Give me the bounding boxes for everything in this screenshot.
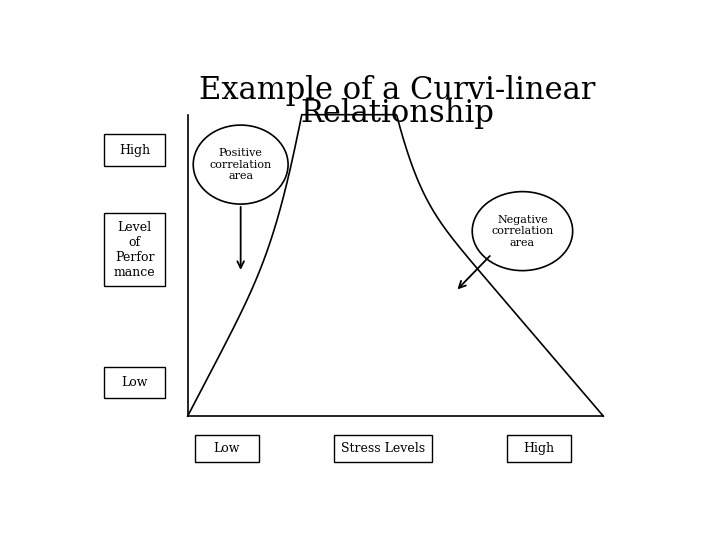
Text: Low: Low xyxy=(213,442,240,455)
Ellipse shape xyxy=(472,192,572,271)
FancyBboxPatch shape xyxy=(104,367,166,399)
Ellipse shape xyxy=(193,125,288,204)
FancyBboxPatch shape xyxy=(334,435,432,462)
Text: Negative
correlation
area: Negative correlation area xyxy=(491,214,554,248)
Text: Example of a Curvi-linear: Example of a Curvi-linear xyxy=(199,75,595,106)
FancyBboxPatch shape xyxy=(104,213,166,286)
Text: Level
of
Perfor
mance: Level of Perfor mance xyxy=(114,221,156,279)
Text: Relationship: Relationship xyxy=(300,98,494,129)
FancyBboxPatch shape xyxy=(104,134,166,166)
Text: Stress Levels: Stress Levels xyxy=(341,442,425,455)
FancyBboxPatch shape xyxy=(194,435,258,462)
Text: High: High xyxy=(119,144,150,157)
Text: Low: Low xyxy=(122,376,148,389)
FancyBboxPatch shape xyxy=(507,435,571,462)
Text: High: High xyxy=(523,442,554,455)
Text: Positive
correlation
area: Positive correlation area xyxy=(210,148,271,181)
